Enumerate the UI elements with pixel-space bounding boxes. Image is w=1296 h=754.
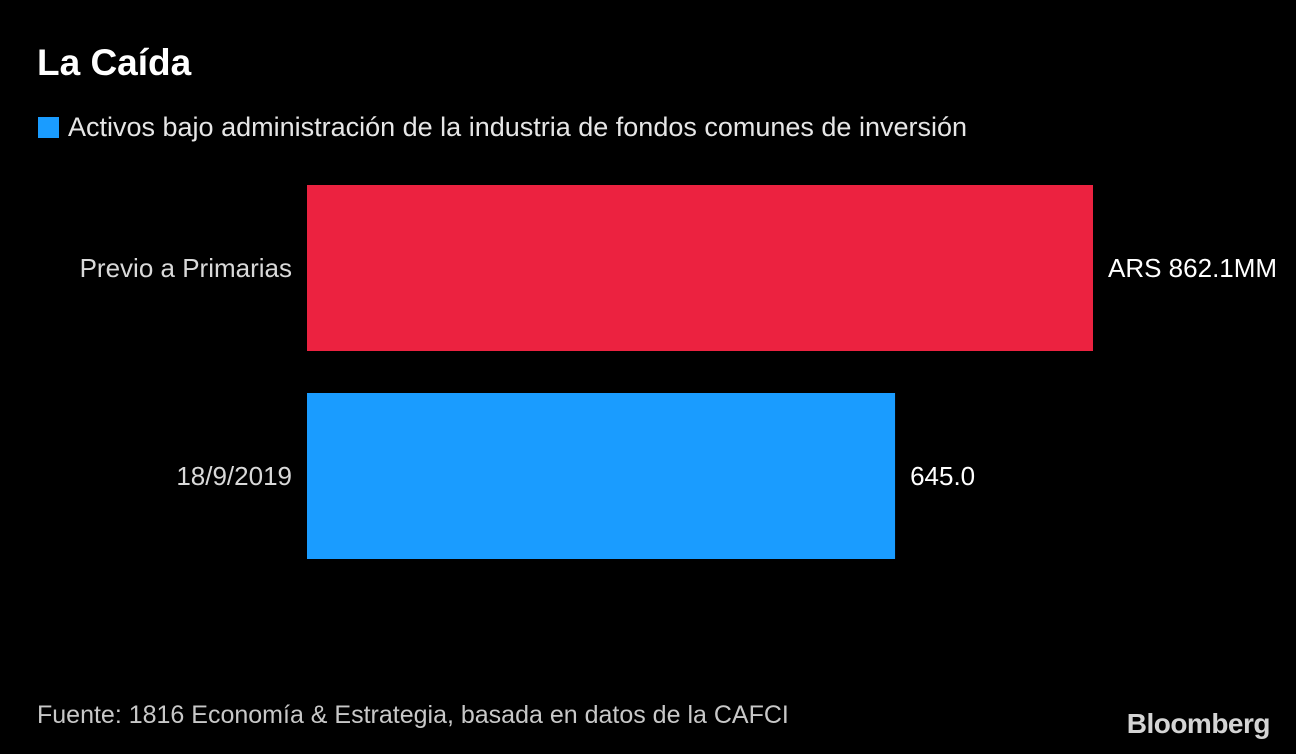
- legend-label: Activos bajo administración de la indust…: [68, 111, 968, 142]
- bar-previo-a-primarias: [307, 185, 1093, 351]
- value-label: 645.0: [910, 461, 975, 491]
- category-label: 18/9/2019: [176, 461, 292, 491]
- legend: Activos bajo administración de la indust…: [38, 110, 967, 144]
- category-label: Previo a Primarias: [80, 253, 292, 283]
- chart-title: La Caída: [37, 42, 192, 83]
- bloomberg-logo: Bloomberg: [1126, 708, 1271, 739]
- source-note: Fuente: 1816 Economía & Estrategia, basa…: [37, 701, 789, 729]
- legend-swatch: [38, 116, 59, 138]
- value-label: ARS 862.1MM: [1108, 253, 1277, 283]
- bar-18-9-2019: [307, 393, 896, 559]
